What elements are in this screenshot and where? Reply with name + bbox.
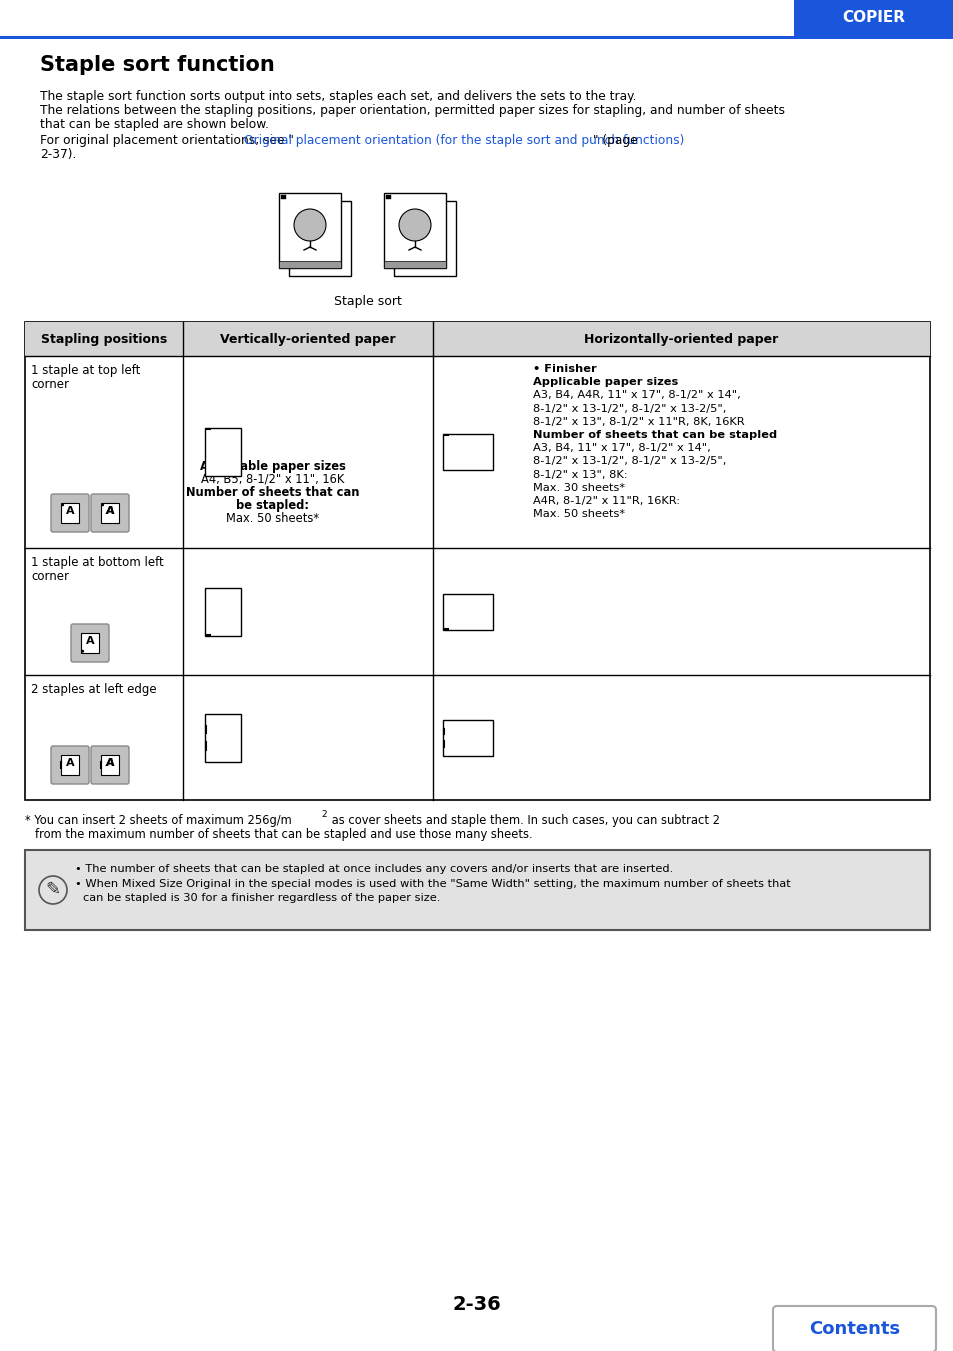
Circle shape <box>61 504 64 507</box>
Text: Stapling positions: Stapling positions <box>41 332 167 346</box>
Text: corner: corner <box>30 570 69 584</box>
Text: Max. 50 sheets*: Max. 50 sheets* <box>226 512 319 526</box>
Text: A: A <box>106 758 114 767</box>
Text: 2-36: 2-36 <box>452 1296 501 1315</box>
Bar <box>61 755 79 775</box>
FancyBboxPatch shape <box>71 624 109 662</box>
Text: can be stapled is 30 for a finisher regardless of the paper size.: can be stapled is 30 for a finisher rega… <box>83 893 440 902</box>
Bar <box>101 503 119 523</box>
Text: Vertically-oriented paper: Vertically-oriented paper <box>220 332 395 346</box>
FancyBboxPatch shape <box>772 1306 935 1351</box>
Text: 1 staple at top left: 1 staple at top left <box>30 363 140 377</box>
Text: Staple sort: Staple sort <box>334 295 401 308</box>
Text: COPIER: COPIER <box>841 11 904 26</box>
Bar <box>442 434 493 470</box>
Bar <box>61 503 79 523</box>
Circle shape <box>39 875 67 904</box>
Text: 2: 2 <box>320 811 326 819</box>
Text: 8-1/2" x 13-1/2", 8-1/2" x 13-2/5",: 8-1/2" x 13-1/2", 8-1/2" x 13-2/5", <box>533 404 725 413</box>
Bar <box>384 261 446 267</box>
Bar <box>205 428 241 476</box>
Polygon shape <box>394 200 456 276</box>
Bar <box>205 588 241 635</box>
Bar <box>205 713 241 762</box>
Bar <box>442 720 493 755</box>
Bar <box>25 850 929 929</box>
Circle shape <box>398 209 431 240</box>
Text: Applicable paper sizes: Applicable paper sizes <box>533 377 678 388</box>
Text: Original placement orientation (for the staple sort and punch functions): Original placement orientation (for the … <box>243 134 683 147</box>
Bar <box>793 0 953 36</box>
Bar <box>25 322 929 357</box>
Polygon shape <box>384 192 446 267</box>
Text: Staple sort function: Staple sort function <box>40 55 274 76</box>
Text: • When Mixed Size Original in the special modes is used with the "Same Width" se: • When Mixed Size Original in the specia… <box>75 880 790 889</box>
Circle shape <box>101 504 104 507</box>
FancyBboxPatch shape <box>91 746 129 784</box>
Text: Max. 30 sheets*: Max. 30 sheets* <box>533 482 624 493</box>
Text: from the maximum number of sheets that can be stapled and use those many sheets.: from the maximum number of sheets that c… <box>35 828 532 842</box>
Text: A: A <box>66 758 74 767</box>
Text: A: A <box>66 507 74 516</box>
FancyBboxPatch shape <box>91 494 129 532</box>
Text: A4R, 8-1/2" x 11"R, 16KR:: A4R, 8-1/2" x 11"R, 16KR: <box>533 496 679 507</box>
Polygon shape <box>278 192 340 267</box>
Text: A: A <box>106 507 114 516</box>
Text: Number of sheets that can: Number of sheets that can <box>186 486 359 499</box>
Text: 1 staple at bottom left: 1 staple at bottom left <box>30 557 164 569</box>
Bar <box>25 322 929 800</box>
Text: * You can insert 2 sheets of maximum 256g/m: * You can insert 2 sheets of maximum 256… <box>25 815 292 827</box>
Text: A: A <box>106 758 114 767</box>
Bar <box>281 195 286 199</box>
Bar <box>386 195 391 199</box>
Text: ✎: ✎ <box>46 881 60 898</box>
Text: corner: corner <box>30 378 69 390</box>
Text: Number of sheets that can be stapled: Number of sheets that can be stapled <box>533 430 777 440</box>
Text: 2-37).: 2-37). <box>40 149 76 161</box>
Bar <box>81 632 99 653</box>
Circle shape <box>81 650 84 653</box>
Polygon shape <box>289 200 351 276</box>
Bar <box>442 593 493 630</box>
Text: For original placement orientations, see ": For original placement orientations, see… <box>40 134 294 147</box>
Text: A4, B5, 8-1/2" x 11", 16K: A4, B5, 8-1/2" x 11", 16K <box>201 473 344 486</box>
Bar <box>0 36 953 39</box>
Text: The staple sort function sorts output into sets, staples each set, and delivers : The staple sort function sorts output in… <box>40 91 636 103</box>
Text: • The number of sheets that can be stapled at once includes any covers and/or in: • The number of sheets that can be stapl… <box>75 865 673 874</box>
Text: A3, B4, A4R, 11" x 17", 8-1/2" x 14",: A3, B4, A4R, 11" x 17", 8-1/2" x 14", <box>533 390 740 400</box>
Text: Applicable paper sizes: Applicable paper sizes <box>200 459 346 473</box>
Text: • Finisher: • Finisher <box>533 363 597 374</box>
FancyBboxPatch shape <box>51 494 89 532</box>
Text: A: A <box>86 636 94 646</box>
Text: that can be stapled are shown below.: that can be stapled are shown below. <box>40 118 269 131</box>
Bar <box>101 755 119 775</box>
Text: 8-1/2" x 13", 8K:: 8-1/2" x 13", 8K: <box>533 470 627 480</box>
Text: be stapled:: be stapled: <box>236 499 309 512</box>
Text: 2 staples at left edge: 2 staples at left edge <box>30 684 156 696</box>
Circle shape <box>294 209 326 240</box>
Text: as cover sheets and staple them. In such cases, you can subtract 2: as cover sheets and staple them. In such… <box>328 815 720 827</box>
Text: " (page: " (page <box>592 134 637 147</box>
Text: The relations between the stapling positions, paper orientation, permitted paper: The relations between the stapling posit… <box>40 104 784 118</box>
FancyBboxPatch shape <box>51 746 89 784</box>
Text: Contents: Contents <box>808 1320 899 1337</box>
Bar <box>278 261 340 267</box>
Text: A: A <box>106 507 114 516</box>
Text: 8-1/2" x 13", 8-1/2" x 11"R, 8K, 16KR: 8-1/2" x 13", 8-1/2" x 11"R, 8K, 16KR <box>533 417 744 427</box>
Text: Horizontally-oriented paper: Horizontally-oriented paper <box>584 332 778 346</box>
Text: 8-1/2" x 13-1/2", 8-1/2" x 13-2/5",: 8-1/2" x 13-1/2", 8-1/2" x 13-2/5", <box>533 457 725 466</box>
Text: A3, B4, 11" x 17", 8-1/2" x 14",: A3, B4, 11" x 17", 8-1/2" x 14", <box>533 443 710 453</box>
Text: Max. 50 sheets*: Max. 50 sheets* <box>533 509 624 519</box>
